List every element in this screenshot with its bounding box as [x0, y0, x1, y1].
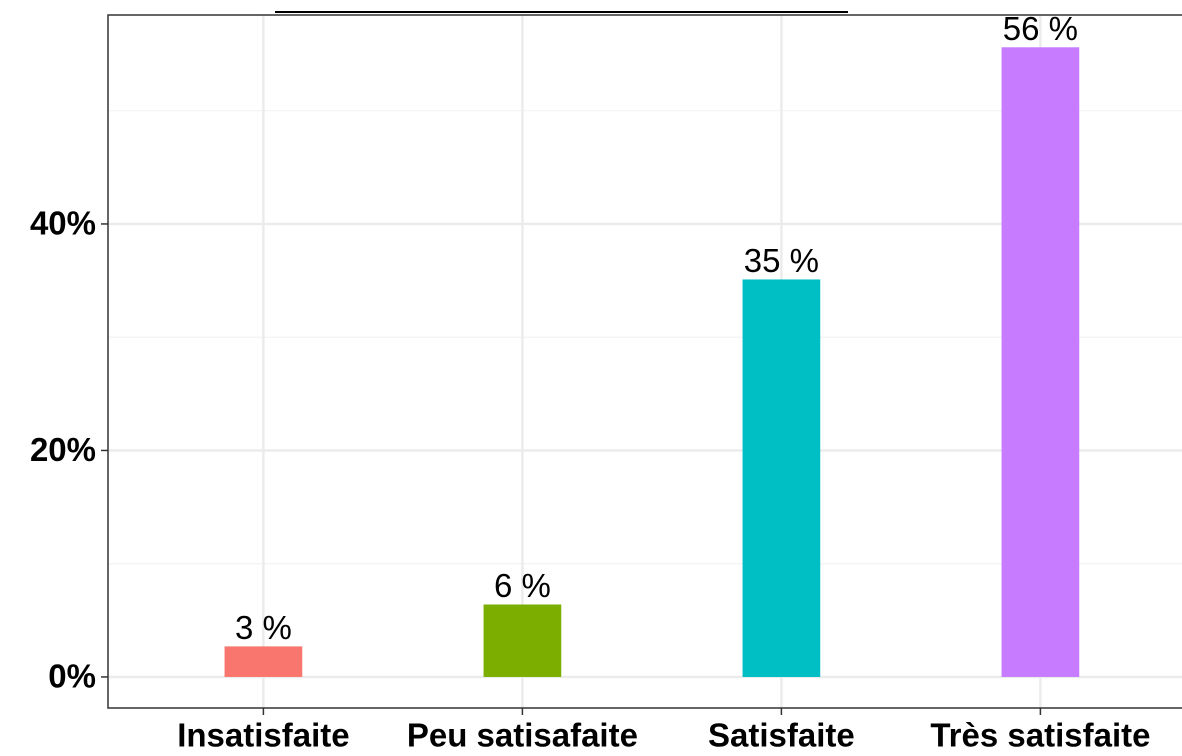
value-label: 35 % [744, 242, 819, 279]
x-tick-label: Peu satisafaite [407, 717, 638, 754]
y-tick-label: 20% [30, 431, 96, 468]
x-tick-label: Satisfaite [708, 717, 855, 754]
marks: 3 % 6 % 35 % 56 % [224, 10, 1080, 677]
y-tick-label: 0% [48, 658, 96, 695]
x-tick-label: Insatisfaite [177, 717, 349, 754]
value-label: 56 % [1003, 10, 1078, 47]
value-label: 3 % [235, 609, 292, 646]
bar [224, 646, 303, 677]
bar [483, 604, 562, 677]
x-tick-label: Très satisfaite [930, 717, 1150, 754]
panel-border [107, 14, 1182, 709]
bar [1001, 47, 1080, 677]
y-tick-label: 40% [30, 205, 96, 242]
bar [742, 279, 821, 677]
value-label: 6 % [494, 567, 551, 604]
